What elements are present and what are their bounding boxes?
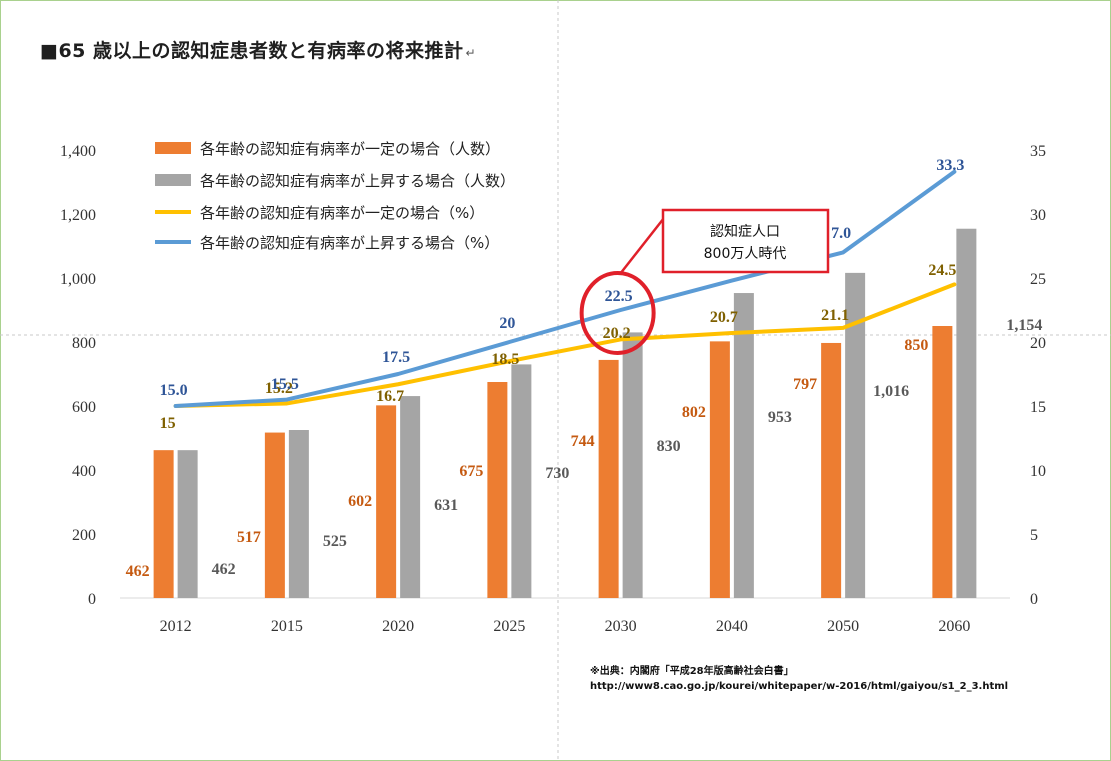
bar-label-rising-count: 953 [768,409,792,426]
line-label-rising-rate: 7.0 [831,225,851,242]
bar-constant-count [487,382,508,598]
line-label-constant-rate: 16.7 [376,388,404,405]
bar-constant-count [932,326,953,598]
line-label-rising-rate: 20 [499,315,515,332]
chart-title: ■65 歳以上の認知症患者数と有病率の将来推計 ↵ [40,36,476,63]
right-axis-tick-label: 5 [1030,527,1038,544]
bar-rising-count [511,364,532,598]
bar-rising-count [400,396,421,598]
right-axis-tick-label: 35 [1030,143,1046,160]
bar-rising-count [733,293,754,598]
x-axis-tick-label: 2012 [160,618,192,635]
bar-constant-count [264,432,285,598]
legend-swatch [155,174,191,186]
callout-connector [619,217,665,275]
line-label-rising-rate: 33.3 [936,157,964,174]
bar-label-constant-count: 802 [682,404,706,421]
source-note: ※出典：内閣府「平成28年版高齢社会白書」 http://www8.cao.go… [590,664,1008,694]
bar-label-rising-count: 525 [323,533,347,550]
x-axis-tick-label: 2040 [716,618,748,635]
bar-constant-count [153,450,174,598]
left-axis-tick-label: 1,000 [60,271,96,288]
bar-label-rising-count: 462 [212,561,236,578]
line-label-constant-rate: 20.2 [603,325,631,342]
line-label-rising-rate: 22.5 [605,288,633,305]
left-axis-tick-label: 1,200 [60,207,96,224]
left-axis-tick-label: 400 [72,463,96,480]
left-axis-tick-label: 200 [72,527,96,544]
legend-label: 各年齢の認知症有病率が上昇する場合（人数） [200,172,515,190]
legend-label: 各年齢の認知症有病率が一定の場合（%） [200,204,484,222]
line-label-rising-rate: 15.5 [271,376,299,393]
line-label-rising-rate: 17.5 [382,349,410,366]
bar-constant-count [598,359,619,598]
bar-constant-count [821,342,842,598]
line-label-constant-rate: 18.5 [491,351,519,368]
callout-box [661,208,830,274]
title-return-mark: ↵ [465,46,477,60]
title-text: ■65 歳以上の認知症患者数と有病率の将来推計 [40,40,464,62]
bar-label-constant-count: 517 [237,529,261,546]
bar-label-rising-count: 730 [545,465,569,482]
line-label-constant-rate: 15 [160,415,176,432]
bar-rising-count [956,228,977,598]
bar-label-rising-count: 1,154 [1006,317,1042,334]
legend-label: 各年齢の認知症有病率が一定の場合（人数） [200,140,500,158]
line-label-constant-rate: 15.2 [265,380,293,397]
bar-label-constant-count: 797 [793,376,817,393]
right-axis-tick-label: 30 [1030,207,1046,224]
bar-constant-count [376,405,397,598]
bar-label-constant-count: 462 [126,563,150,580]
right-axis-tick-label: 0 [1030,591,1038,608]
x-axis-tick-label: 2015 [271,618,303,635]
bar-rising-count [845,272,866,598]
bar-rising-count [622,332,643,598]
left-axis-tick-label: 1,400 [60,143,96,160]
x-axis-tick-label: 2025 [493,618,525,635]
right-axis-tick-label: 25 [1030,271,1046,288]
line-label-constant-rate: 21.1 [821,307,849,324]
legend-label: 各年齢の認知症有病率が上昇する場合（%） [200,234,499,252]
right-axis-tick-label: 10 [1030,463,1046,480]
bar-constant-count [709,341,730,598]
bar-label-constant-count: 850 [904,337,928,354]
left-axis-tick-label: 800 [72,335,96,352]
bar-rising-count [288,430,309,598]
left-axis-tick-label: 0 [88,591,96,608]
right-axis-tick-label: 20 [1030,335,1046,352]
line-label-rising-rate: 15.0 [160,382,188,399]
line-label-constant-rate: 24.5 [928,262,956,279]
bar-label-rising-count: 830 [657,438,681,455]
bar-label-rising-count: 1,016 [873,383,909,400]
x-axis-tick-label: 2030 [605,618,637,635]
callout-line-2: 800万人時代 [704,246,787,262]
x-axis-tick-label: 2060 [938,618,970,635]
left-axis-tick-label: 600 [72,399,96,416]
bar-label-rising-count: 631 [434,497,458,514]
source-citation: ※出典：内閣府「平成28年版高齢社会白書」 [590,666,794,677]
callout-line-1: 認知症人口 [710,223,780,240]
bar-label-constant-count: 744 [571,433,595,450]
highlight-circle-2030 [579,271,656,355]
right-axis-tick-label: 15 [1030,399,1046,416]
source-url[interactable]: http://www8.cao.go.jp/kourei/whitepaper/… [590,681,1009,692]
line-label-constant-rate: 20.7 [710,309,738,326]
bar-rising-count [177,450,198,598]
x-axis-tick-label: 2050 [827,618,859,635]
line-constant-rate [173,282,957,408]
bar-label-constant-count: 675 [459,463,483,480]
x-axis-tick-label: 2020 [382,618,414,635]
legend-swatch [155,142,191,154]
bar-label-constant-count: 602 [348,493,372,510]
